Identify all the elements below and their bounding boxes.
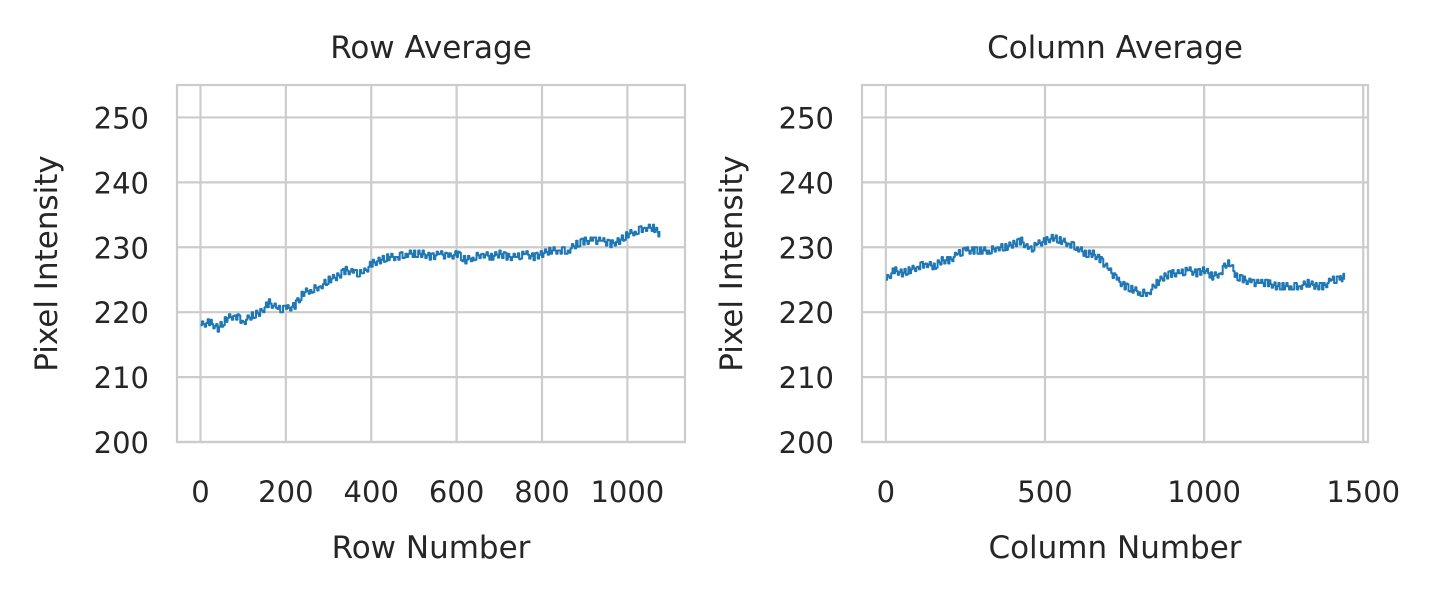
column-average-y-tick-label: 220 [779, 296, 834, 330]
row-average-y-tick-label: 250 [94, 101, 149, 135]
column-average-x-axis-label: Column Number [988, 530, 1241, 566]
row-average-x-tick-label: 200 [258, 475, 313, 509]
row-average-title: Row Average [330, 30, 532, 66]
row-average-y-tick-label: 220 [94, 296, 149, 330]
column-average-panel: 0 500 1000 1500 200 210 220 230 240 250 Column Av… [714, 30, 1400, 566]
row-average-series-line [200, 223, 661, 333]
row-average-x-tick-label: 400 [344, 475, 399, 509]
column-average-y-tick-label: 200 [779, 426, 834, 460]
column-average-y-axis-label: Pixel Intensity [714, 155, 750, 372]
column-average-x-tick-label: 1000 [1167, 475, 1241, 509]
row-average-x-tick-label: 0 [191, 475, 209, 509]
row-average-panel: 0 200 400 600 800 1000 200 210 220 230 240 250 Row … [29, 30, 687, 566]
row-average-y-tick-label: 200 [94, 426, 149, 460]
column-average-x-tick-label: 0 [877, 475, 895, 509]
row-average-y-axis-label: Pixel Intensity [29, 155, 65, 372]
column-average-y-tick-label: 240 [779, 166, 834, 200]
row-average-plot-frame [175, 83, 687, 444]
column-average-title: Column Average [987, 30, 1243, 66]
column-average-y-tick-label: 230 [779, 231, 834, 265]
row-average-y-tick-label: 230 [94, 231, 149, 265]
row-average-y-tick-label: 240 [94, 166, 149, 200]
row-average-x-tick-label: 800 [514, 475, 569, 509]
row-average-y-tick-label: 210 [94, 361, 149, 395]
row-average-x-tick-label: 1000 [590, 475, 664, 509]
column-average-y-tick-label: 210 [779, 361, 834, 395]
row-average-x-axis-label: Row Number [332, 530, 531, 566]
column-average-x-tick-label: 1500 [1326, 475, 1400, 509]
column-average-x-tick-label: 500 [1017, 475, 1072, 509]
row-average-x-tick-label: 600 [429, 475, 484, 509]
column-average-series-line [885, 233, 1346, 297]
column-average-plot-frame [860, 83, 1370, 444]
column-average-y-tick-label: 250 [779, 101, 834, 135]
